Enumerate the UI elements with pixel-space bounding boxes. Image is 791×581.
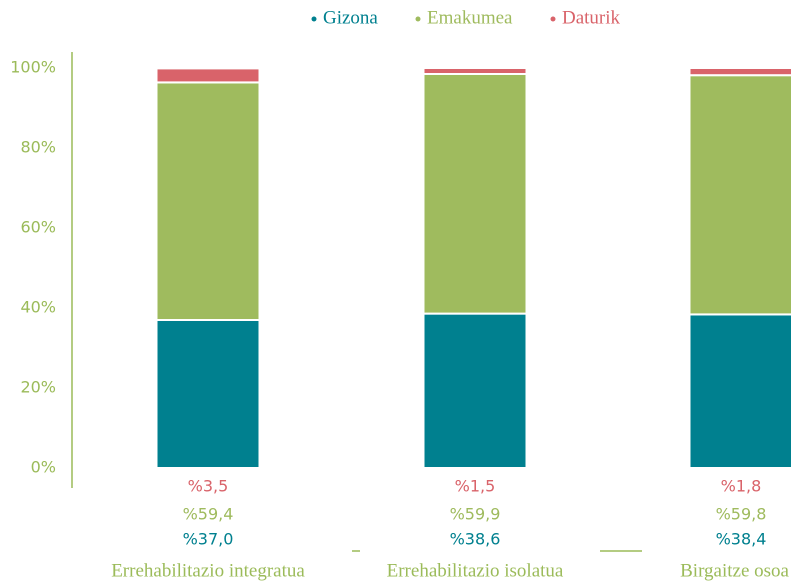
bar-segment	[422, 73, 528, 315]
legend-marker	[311, 16, 317, 22]
y-tick-label: 20%	[20, 378, 56, 397]
legend-marker	[550, 16, 556, 22]
value-label: %38,6	[450, 530, 501, 549]
bar-segment	[422, 67, 528, 75]
bar-segment	[688, 313, 791, 469]
value-label: %1,5	[455, 477, 496, 496]
value-label: %37,0	[183, 530, 234, 549]
legend-label: Emakumea	[427, 7, 513, 28]
value-label: %1,8	[721, 477, 762, 496]
value-label: %59,4	[183, 505, 234, 524]
value-label: %59,8	[716, 505, 767, 524]
value-label: %59,9	[450, 505, 501, 524]
y-tick-label: 60%	[20, 218, 56, 237]
value-label: %3,5	[188, 477, 229, 496]
bar-segment	[688, 74, 791, 316]
y-tick-label: 80%	[20, 138, 56, 157]
bar-segment	[155, 67, 261, 84]
bar-segment	[688, 67, 791, 77]
x-tick-label: Errehabilitazio integratua	[111, 560, 305, 581]
legend-label: Gizona	[323, 7, 378, 28]
bar-segment	[422, 312, 528, 469]
y-tick-label: 40%	[20, 298, 56, 317]
x-tick-label: Birgaitze osoa	[680, 560, 789, 581]
x-tick-label: Errehabilitazio isolatua	[387, 560, 564, 581]
bar-segment	[155, 319, 261, 469]
y-tick-label: 0%	[31, 458, 56, 477]
legend-marker	[415, 16, 421, 22]
legend-label: Daturik	[562, 7, 621, 28]
bar-segment	[155, 81, 261, 322]
y-tick-label: 100%	[10, 58, 56, 77]
value-label: %38,4	[716, 530, 767, 549]
